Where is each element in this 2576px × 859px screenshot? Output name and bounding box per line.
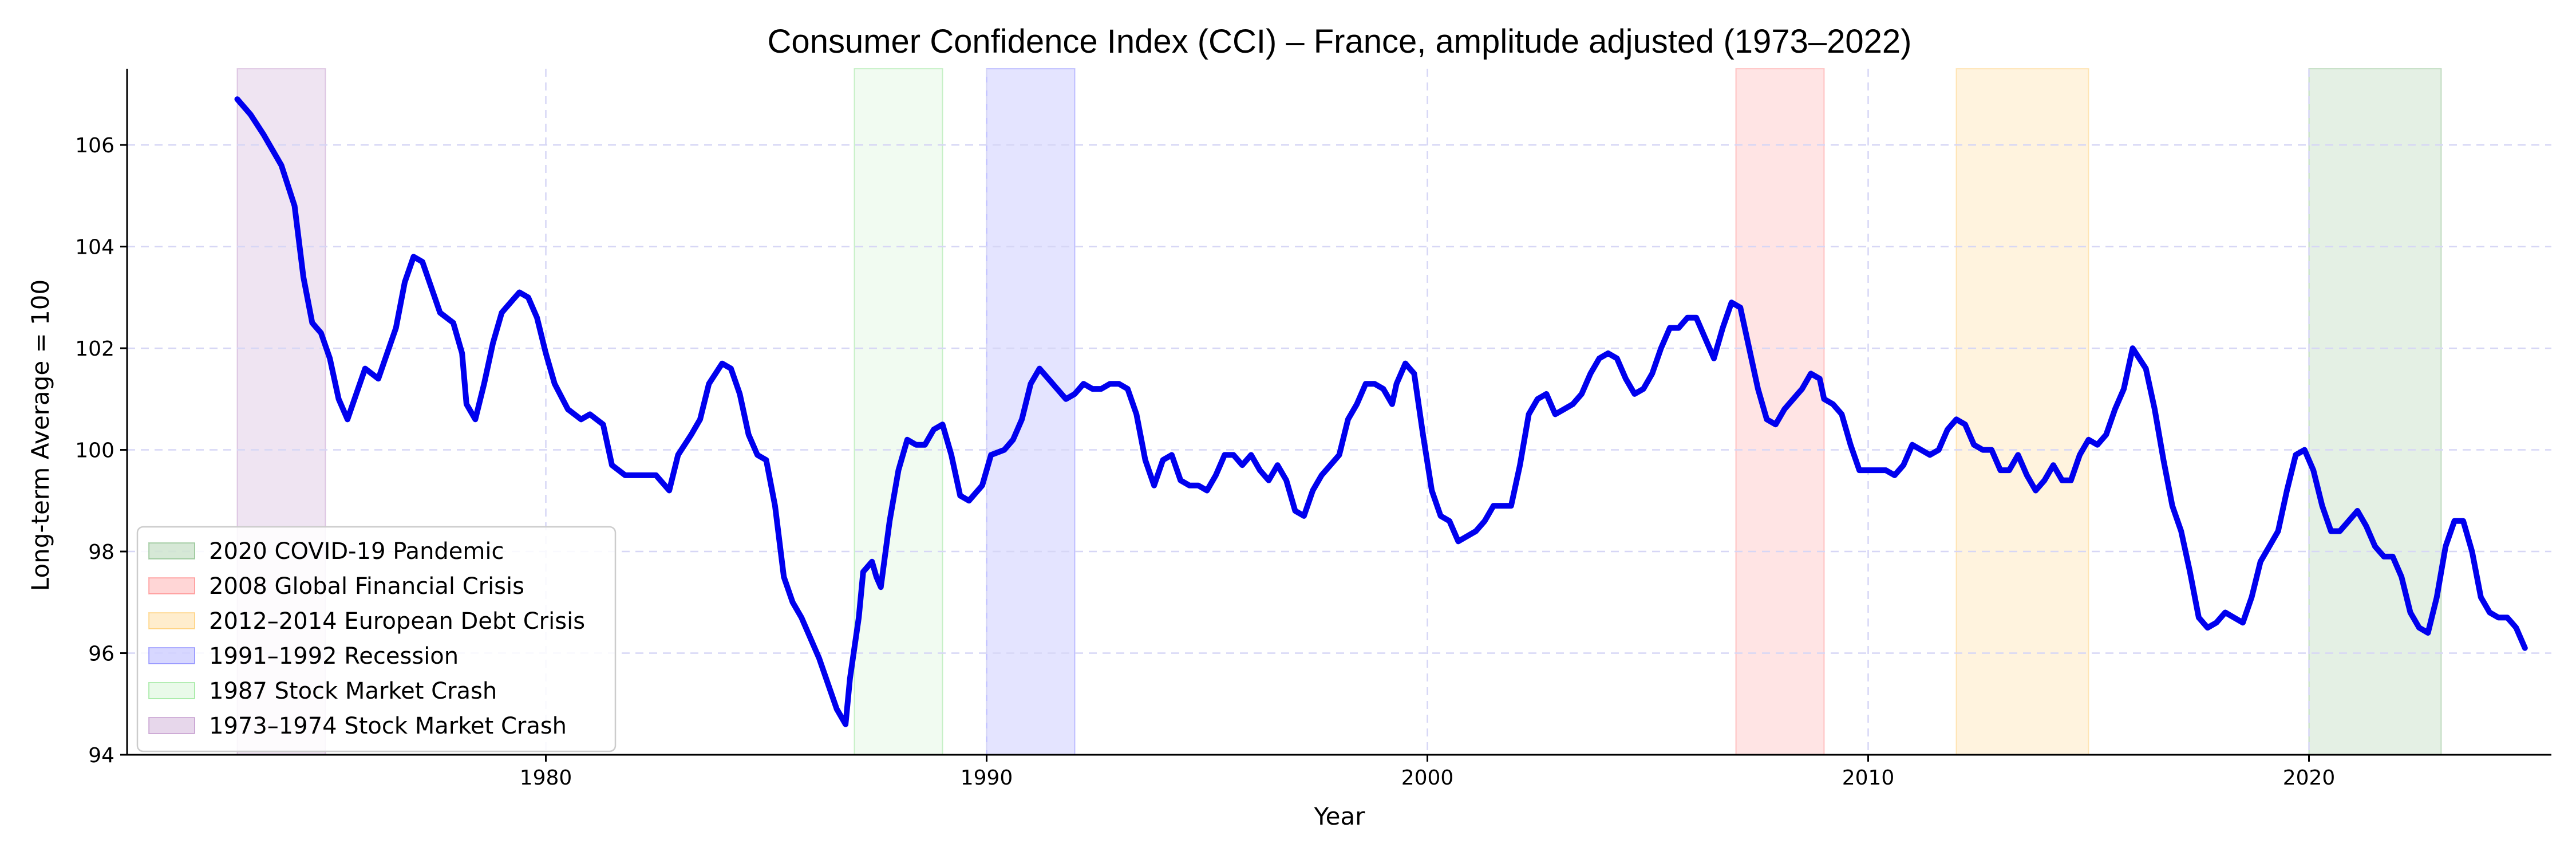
legend-box [136,526,617,752]
y-tick-label-104: 104 [75,236,114,259]
legend-label-4: 1987 Stock Market Crash [209,678,497,704]
legend-swatch-5 [148,717,195,734]
legend-swatch-0 [148,542,195,559]
y-tick-label-94: 94 [88,744,114,767]
legend-swatch-2 [148,612,195,629]
x-tick-label-2000: 2000 [1401,766,1454,790]
legend-swatch-1 [148,577,195,594]
legend-swatch-3 [148,647,195,664]
y-tick-label-100: 100 [75,439,114,463]
legend-label-5: 1973–1974 Stock Market Crash [209,713,567,739]
x-tick-label-1990: 1990 [961,766,1013,790]
legend-label-1: 2008 Global Financial Crisis [209,573,524,600]
y-axis-label: Long-term Average = 100 [26,279,54,591]
x-tick-label-1980: 1980 [520,766,572,790]
x-axis-label: Year [1314,802,1366,830]
x-tick-label-2010: 2010 [1842,766,1895,790]
legend-label-0: 2020 COVID-19 Pandemic [209,538,504,565]
chart-title: Consumer Confidence Index (CCI) – France… [768,23,1912,60]
x-tick-label-2020: 2020 [2283,766,2336,790]
shaded-period-0 [2308,68,2442,755]
series-line-0 [234,96,2528,727]
series-group [234,96,2528,727]
y-tick-label-96: 96 [88,643,114,666]
y-tick-label-98: 98 [88,541,114,564]
tick-labels: 1980 1990 2000 2010 2020 94 96 98 100 102 104 106 [75,134,2335,790]
legend-label-2: 2012–2014 European Debt Crisis [209,608,585,635]
shaded-period-2 [1955,68,2089,755]
y-tick-label-102: 102 [75,337,114,361]
legend-label-3: 1991–1992 Recession [209,643,459,669]
shaded-period-3 [986,68,1076,755]
legend: 2020 COVID-19 Pandemic 2008 Global Financ… [136,526,617,752]
shaded-period-4 [854,68,943,755]
legend-swatch-4 [148,682,195,699]
axes [126,69,2551,756]
y-tick-label-106: 106 [75,134,114,157]
